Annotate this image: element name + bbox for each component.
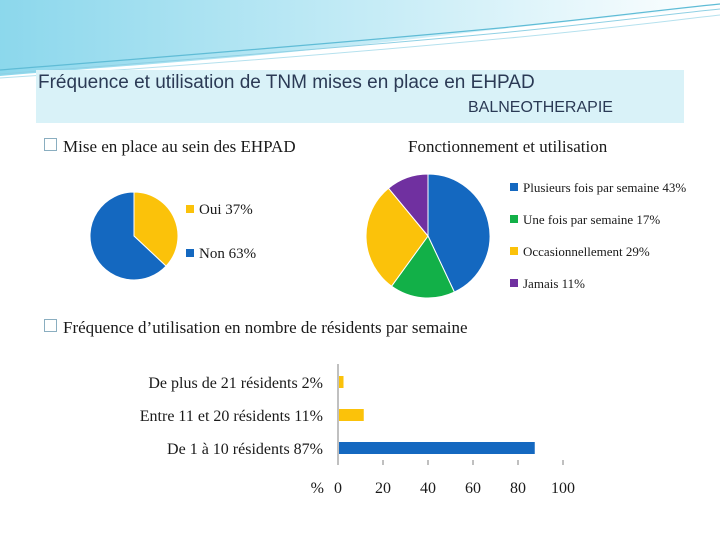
x-tick-label: 0: [334, 480, 342, 497]
bar-category-label: Entre 11 et 20 résidents 11%: [140, 408, 323, 425]
bar-category-label: De plus de 21 résidents 2%: [148, 375, 323, 392]
bar-1: [339, 376, 344, 388]
x-axis-unit: %: [311, 480, 324, 497]
legend-item-jamais: Jamais 11%: [510, 276, 585, 292]
legend-label-plusieurs: Plusieurs fois par semaine 43%: [523, 180, 687, 195]
pie1-slice-oui: [133, 191, 179, 267]
legend-swatch-oui: [186, 205, 194, 213]
legend-swatch-plusieurs: [510, 183, 518, 191]
legend-item-plusieurs: Plusieurs fois par semaine 43%: [510, 180, 686, 196]
section-frequence: Fréquence d’utilisation en nombre de rés…: [44, 318, 468, 338]
bar-category-label: De 1 à 10 résidents 87%: [167, 441, 323, 458]
page-subtitle: BALNEOTHERAPIE: [468, 99, 613, 116]
section-mise-en-place-label: Mise en place au sein des EHPAD: [63, 137, 296, 156]
page-title: Fréquence et utilisation de TNM mises en…: [38, 72, 535, 93]
legend-item-occasionnellement: Occasionnellement 29%: [510, 244, 650, 260]
legend-label-jamais: Jamais 11%: [523, 276, 585, 291]
title-box: [36, 70, 684, 123]
pie2-slice-jamais: [387, 173, 429, 238]
legend-swatch-jamais: [510, 279, 518, 287]
pie-chart-fonctionnement: [365, 173, 491, 299]
legend-item-oui: Oui 37%: [186, 202, 253, 219]
x-tick-label: 20: [375, 480, 391, 497]
legend-label-occasionnellement: Occasionnellement 29%: [523, 244, 650, 259]
pie2-slice-occasionnellement: [365, 187, 429, 287]
legend-swatch-occasionnellement: [510, 247, 518, 255]
x-tick-label: 100: [551, 480, 575, 497]
bullet-icon: [44, 319, 57, 332]
pie1-slice-non: [89, 191, 167, 281]
pie-chart-mise-en-place: [89, 191, 179, 281]
section-fonctionnement-label: Fonctionnement et utilisation: [408, 137, 608, 156]
bar-2: [339, 409, 364, 421]
bar-chart-frequence: De plus de 21 résidents 2% Entre 11 et 20…: [140, 364, 575, 497]
x-tick-label: 60: [465, 480, 481, 497]
section-mise-en-place: Mise en place au sein des EHPAD: [44, 137, 296, 157]
x-tick-label: 80: [510, 480, 526, 497]
section-frequence-label: Fréquence d’utilisation en nombre de rés…: [63, 318, 468, 337]
legend-swatch-non: [186, 249, 194, 257]
pie2-slice-une-fois-par-semaine: [390, 235, 456, 299]
legend-label-oui: Oui 37%: [199, 202, 253, 218]
bar-3: [339, 442, 535, 454]
decorative-wave-banner: [0, 0, 720, 79]
x-tick-label: 40: [420, 480, 436, 497]
legend-item-non: Non 63%: [186, 246, 256, 263]
bullet-icon: [44, 138, 57, 151]
pie2-slice-plusieurs-fois-par-semaine: [427, 173, 491, 293]
legend-label-une-fois: Une fois par semaine 17%: [523, 212, 661, 227]
legend-item-une-fois: Une fois par semaine 17%: [510, 212, 660, 228]
legend-swatch-une-fois: [510, 215, 518, 223]
legend-label-non: Non 63%: [199, 246, 257, 262]
